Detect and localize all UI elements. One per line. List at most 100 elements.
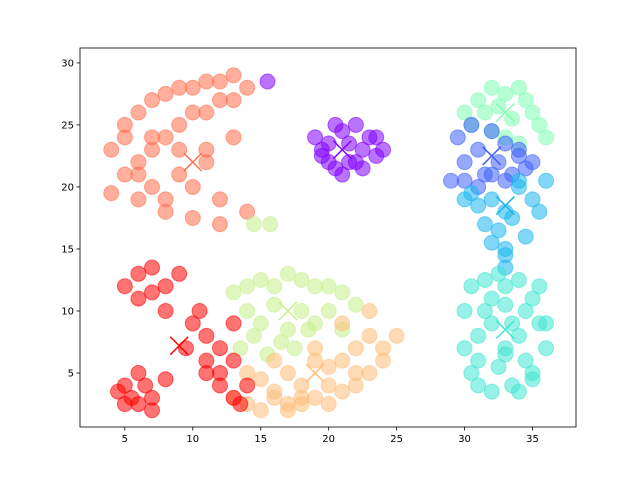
- x-tick-label: 35: [526, 434, 539, 445]
- scatter-point: [116, 129, 133, 146]
- scatter-point: [510, 383, 527, 400]
- scatter-point: [497, 85, 514, 102]
- scatter-point: [211, 365, 228, 382]
- scatter-point: [130, 104, 147, 121]
- scatter-point: [524, 104, 541, 121]
- scatter-point: [476, 303, 493, 320]
- scatter-point: [116, 278, 133, 295]
- scatter-point: [266, 352, 283, 369]
- scatter-point: [490, 358, 507, 375]
- scatter-point: [232, 396, 249, 413]
- scatter-point: [293, 303, 310, 320]
- y-tick-label: 15: [61, 244, 74, 255]
- scatter-point: [347, 296, 364, 313]
- scatter-point: [225, 315, 242, 332]
- scatter-point: [239, 278, 256, 295]
- scatter-point: [171, 116, 188, 133]
- x-tick-label: 30: [458, 434, 471, 445]
- scatter-point: [198, 141, 215, 158]
- scatter-point: [361, 365, 378, 382]
- scatter-point: [137, 377, 154, 394]
- scatter-point: [273, 334, 290, 351]
- scatter-point: [184, 315, 201, 332]
- scatter-point: [171, 265, 188, 282]
- scatter-point: [347, 340, 364, 357]
- scatter-point: [262, 216, 279, 233]
- scatter-point: [456, 154, 473, 171]
- scatter-point: [327, 116, 344, 133]
- scatter-point: [463, 185, 480, 202]
- scatter-point: [375, 141, 392, 158]
- scatter-point: [307, 389, 324, 406]
- scatter-point: [497, 296, 514, 313]
- scatter-point: [266, 296, 283, 313]
- scatter-point: [252, 371, 269, 388]
- scatter-point: [354, 141, 371, 158]
- scatter-point: [361, 327, 378, 344]
- scatter-point: [470, 92, 487, 109]
- scatter-point: [177, 340, 194, 357]
- scatter-point: [497, 172, 514, 189]
- scatter-point: [361, 303, 378, 320]
- scatter-point: [157, 371, 174, 388]
- y-tick-label: 5: [68, 369, 74, 380]
- scatter-point: [320, 358, 337, 375]
- scatter-point: [211, 191, 228, 208]
- scatter-point: [470, 327, 487, 344]
- x-tick-label: 5: [122, 434, 128, 445]
- scatter-point: [517, 228, 534, 245]
- scatter-point: [300, 321, 317, 338]
- scatter-point: [171, 166, 188, 183]
- centroid-marker: [169, 336, 189, 356]
- scatter-point: [130, 396, 147, 413]
- scatter-point: [307, 340, 324, 357]
- centroid-marker: [495, 196, 515, 216]
- scatter-point: [198, 327, 215, 344]
- scatter-point: [334, 383, 351, 400]
- scatter-point: [517, 92, 534, 109]
- y-tick-label: 25: [61, 120, 74, 131]
- scatter-point: [279, 265, 296, 282]
- scatter-point: [538, 172, 555, 189]
- scatter-point: [144, 92, 161, 109]
- scatter-point: [388, 327, 405, 344]
- scatter-point: [252, 402, 269, 419]
- scatter-point: [538, 129, 555, 146]
- y-tick-label: 20: [61, 182, 74, 193]
- scatter-point: [130, 265, 147, 282]
- scatter-point: [116, 377, 133, 394]
- scatter-point: [245, 216, 262, 233]
- scatter-point: [171, 141, 188, 158]
- x-tick-label: 10: [186, 434, 199, 445]
- scatter-point: [320, 154, 337, 171]
- scatter-point: [279, 365, 296, 382]
- scatter-point: [442, 172, 459, 189]
- scatter-point: [184, 79, 201, 96]
- scatter-point: [279, 321, 296, 338]
- scatter-point: [130, 191, 147, 208]
- centroid-marker: [495, 102, 515, 123]
- scatter-point: [463, 116, 480, 133]
- scatter-point: [252, 315, 269, 332]
- scatter-point: [184, 104, 201, 121]
- scatter-point: [198, 73, 215, 90]
- scatter-point: [490, 222, 507, 239]
- scatter-point: [144, 259, 161, 276]
- scatter-point: [239, 377, 256, 394]
- scatter-point: [334, 315, 351, 332]
- scatter-point: [524, 191, 541, 208]
- scatter-point: [239, 203, 256, 220]
- scatter-point: [504, 209, 521, 226]
- scatter-point: [198, 352, 215, 369]
- scatter-point: [470, 197, 487, 214]
- scatter-point: [191, 303, 208, 320]
- scatter-point: [116, 166, 133, 183]
- scatter-point: [510, 172, 527, 189]
- scatter-point: [225, 352, 242, 369]
- scatter-point: [483, 123, 500, 140]
- scatter-point: [483, 383, 500, 400]
- scatter-point: [198, 104, 215, 121]
- scatter-point: [531, 315, 548, 332]
- scatter-point: [470, 141, 487, 158]
